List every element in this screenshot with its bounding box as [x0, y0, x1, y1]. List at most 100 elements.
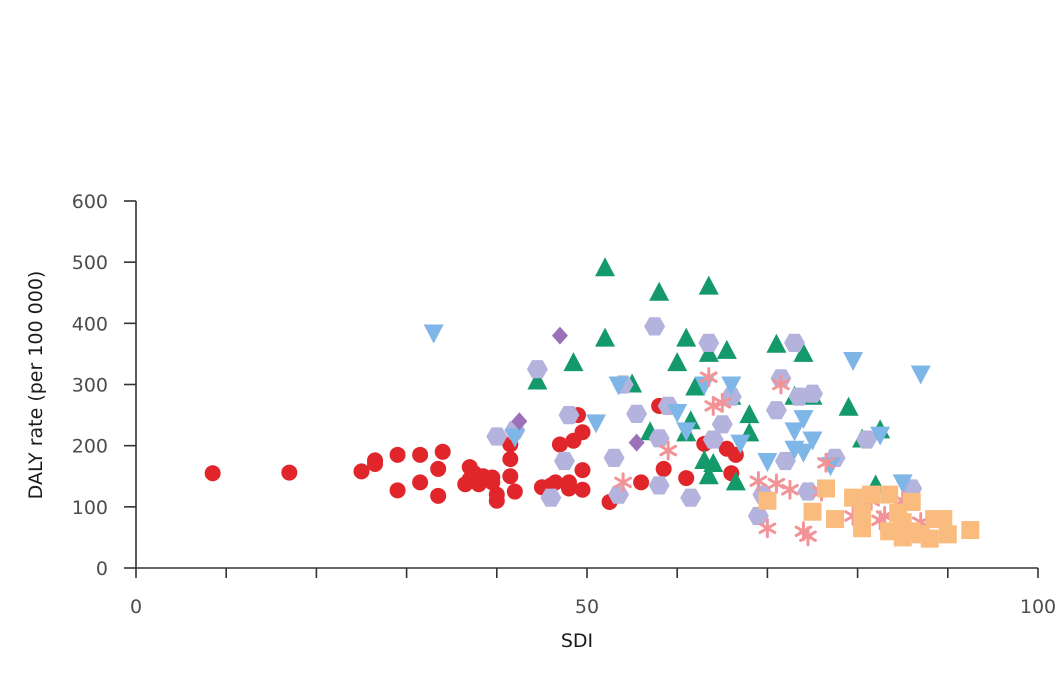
data-point-hexagon — [698, 333, 720, 352]
data-point-triangle-down — [757, 452, 778, 472]
data-point-asterisk — [614, 472, 632, 493]
data-point-asterisk — [699, 367, 718, 388]
data-point-square — [844, 488, 863, 507]
data-point-circle — [560, 480, 577, 497]
x-tick-label: 0 — [130, 596, 142, 618]
data-point-asterisk — [817, 452, 835, 473]
data-point-hexagon — [797, 482, 819, 501]
data-point-circle — [412, 446, 429, 463]
data-point-hexagon — [856, 430, 878, 449]
data-point-circle — [506, 483, 523, 500]
data-point-hexagon — [784, 333, 805, 352]
data-point-square — [862, 485, 881, 504]
y-axis-ticks: 0 100 200 300 400 500 600 — [72, 191, 136, 580]
data-point-square — [880, 485, 899, 504]
data-point-triangle-up — [595, 257, 616, 277]
data-point-triangle-up — [676, 327, 697, 347]
data-point-square — [826, 510, 845, 529]
data-point-circle — [678, 470, 695, 487]
data-point-circle — [502, 451, 519, 468]
data-point-triangle-up — [703, 453, 724, 473]
data-point-triangle-down — [423, 324, 444, 344]
data-point-triangle-down — [784, 422, 805, 442]
data-point-circle — [389, 446, 406, 463]
y-tick-label: 200 — [72, 436, 108, 458]
data-point-triangle-up — [725, 471, 746, 491]
data-point-asterisk — [781, 479, 799, 500]
data-point-triangle-up — [698, 465, 719, 485]
data-point-square — [853, 519, 872, 538]
data-point-circle — [484, 474, 501, 491]
data-point-hexagon — [526, 360, 548, 379]
data-point-hexagon — [774, 451, 796, 471]
data-point-asterisk — [758, 518, 777, 539]
data-point-triangle-up — [698, 342, 719, 362]
data-point-circle — [574, 424, 591, 441]
data-point-square — [934, 510, 953, 529]
data-point-triangle-down — [667, 404, 688, 424]
data-point-triangle-down — [721, 376, 742, 396]
data-point-triangle-up — [563, 352, 584, 372]
data-point-triangle-down — [586, 414, 607, 434]
data-point-asterisk — [713, 392, 732, 413]
y-tick-label: 300 — [72, 375, 108, 397]
data-point-circle — [430, 487, 447, 504]
data-point-triangle-up — [527, 370, 548, 390]
x-axis-title: SDI — [561, 630, 593, 652]
data-point-triangle-up — [739, 404, 760, 424]
data-point-triangle-up — [595, 327, 616, 347]
data-point-asterisk — [799, 526, 817, 547]
data-point-circle — [430, 460, 447, 477]
data-point-hexagon — [680, 488, 702, 507]
data-point-triangle-down — [843, 352, 864, 372]
data-point-circle — [574, 462, 591, 479]
data-point-hexagon — [626, 404, 648, 423]
data-point-diamond — [628, 433, 645, 452]
data-point-triangle-up — [793, 342, 814, 362]
data-point-circle — [367, 452, 384, 469]
data-point-hexagon — [711, 415, 733, 434]
data-point-triangle-down — [892, 474, 913, 494]
data-point-hexagon — [765, 401, 787, 420]
data-point-circle — [281, 464, 298, 481]
y-axis-title: DALY rate (per 100 000) — [25, 271, 47, 500]
data-point-hexagon — [648, 476, 670, 495]
data-point-triangle-down — [793, 410, 814, 430]
data-point-square — [758, 491, 777, 510]
data-point-hexagon — [747, 506, 769, 526]
data-point-asterisk — [704, 395, 723, 416]
data-point-triangle-down — [910, 365, 931, 385]
y-tick-label: 400 — [72, 313, 108, 335]
data-point-triangle-up — [766, 333, 787, 353]
data-point-diamond — [511, 412, 528, 431]
data-point-square — [938, 525, 957, 544]
data-point-hexagon — [540, 488, 562, 507]
data-point-circle — [633, 474, 650, 491]
data-point-triangle-up — [685, 376, 706, 396]
data-point-hexagon — [558, 406, 580, 425]
data-point-triangle-down — [608, 376, 629, 396]
data-point-triangle-down — [870, 426, 891, 446]
data-point-hexagon — [554, 451, 575, 471]
data-point-square — [920, 529, 939, 548]
data-point-circle — [204, 465, 221, 482]
data-point-hexagon — [702, 430, 724, 449]
data-point-circle — [412, 474, 429, 491]
data-point-hexagon — [648, 429, 670, 448]
data-point-hexagon — [644, 317, 666, 336]
data-point-circle — [488, 492, 505, 509]
data-point-triangle-up — [649, 281, 670, 301]
data-point-asterisk — [772, 374, 790, 395]
x-tick-label: 100 — [1020, 596, 1056, 618]
data-point-hexagon — [486, 427, 508, 446]
data-point-triangle-down — [793, 443, 814, 463]
data-point-triangle-down — [504, 428, 525, 448]
data-point-triangle-up — [716, 339, 737, 359]
y-tick-label: 500 — [72, 252, 108, 274]
data-point-diamond — [551, 326, 568, 345]
data-point-square — [817, 479, 836, 498]
data-point-circle — [574, 481, 591, 498]
data-point-circle — [655, 460, 672, 477]
axes: 0 100 200 300 400 500 600 0 50 100 — [72, 191, 1056, 618]
